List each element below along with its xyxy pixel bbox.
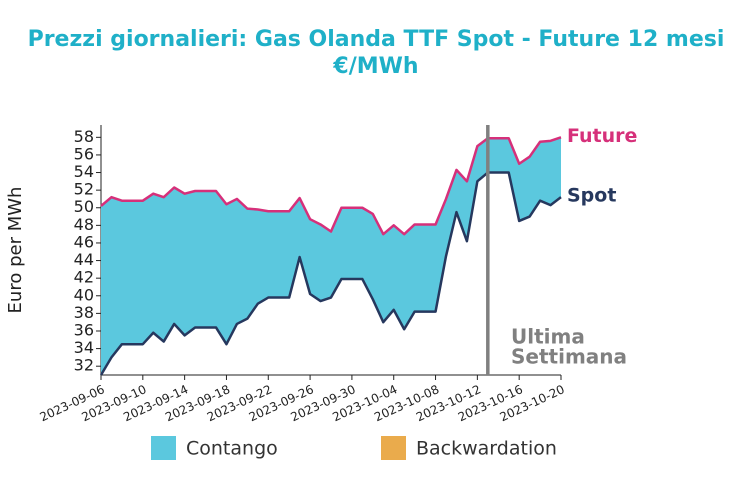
series-label: Future xyxy=(567,125,637,147)
y-tick-label: 56 xyxy=(74,144,94,163)
y-tick-label: 32 xyxy=(74,356,94,375)
y-tick-label: 50 xyxy=(74,197,94,216)
y-tick-label: 52 xyxy=(74,180,94,199)
vline-label: Settimana xyxy=(511,345,627,369)
y-axis-label: Euro per MWh xyxy=(5,187,26,314)
y-tick-label: 54 xyxy=(74,162,94,181)
vline-label: Ultima xyxy=(511,325,585,349)
y-tick-label: 46 xyxy=(74,232,94,251)
legend-swatch xyxy=(151,436,176,460)
legend-label: Contango xyxy=(186,438,278,460)
spread-area xyxy=(101,137,561,375)
legend-swatch xyxy=(381,436,406,460)
y-tick-label: 42 xyxy=(74,268,94,287)
y-tick-label: 40 xyxy=(74,285,94,304)
y-tick-label: 44 xyxy=(74,250,94,269)
series-line xyxy=(100,136,562,236)
chart-subtitle: €/MWh xyxy=(332,54,418,79)
y-tick-label: 48 xyxy=(74,215,94,234)
y-tick-label: 58 xyxy=(74,127,94,146)
series-label: Spot xyxy=(567,185,616,207)
series-line xyxy=(99,171,562,376)
chart-title: Prezzi giornalieri: Gas Olanda TTF Spot … xyxy=(28,27,725,52)
legend-label: Backwardation xyxy=(416,438,557,460)
y-tick-label: 38 xyxy=(74,303,94,322)
y-tick-label: 34 xyxy=(74,338,94,357)
y-tick-label: 36 xyxy=(74,320,94,339)
